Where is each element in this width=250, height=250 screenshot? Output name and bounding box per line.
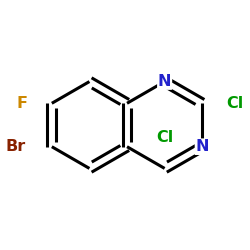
Text: F: F xyxy=(17,96,28,111)
Text: N: N xyxy=(196,139,209,154)
Text: Cl: Cl xyxy=(226,96,243,111)
Text: Br: Br xyxy=(6,139,26,154)
Text: Cl: Cl xyxy=(156,130,173,144)
Text: N: N xyxy=(158,74,172,89)
